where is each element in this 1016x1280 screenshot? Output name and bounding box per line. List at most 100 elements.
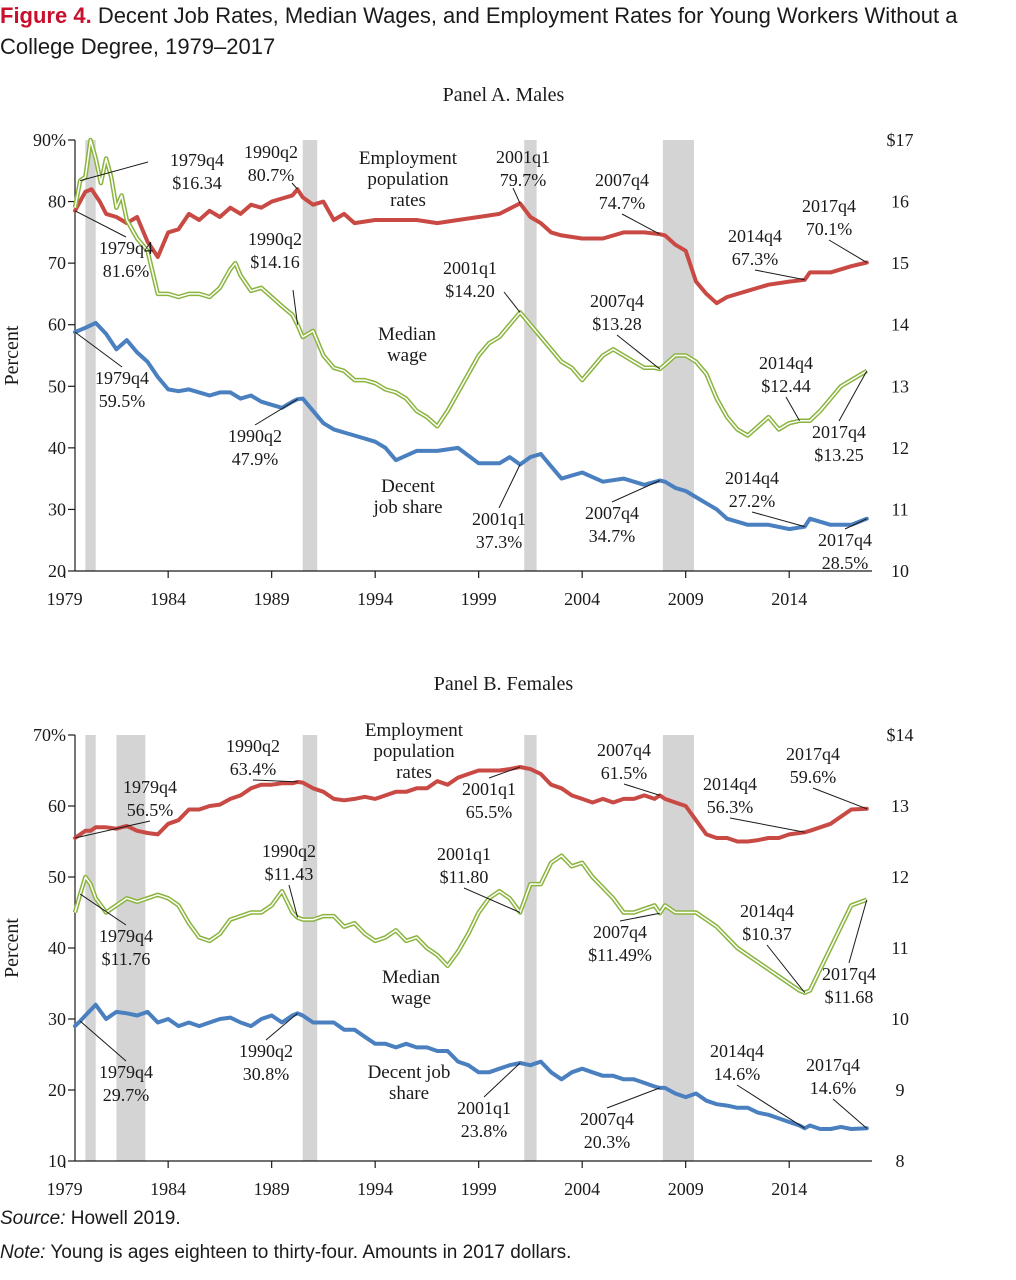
annotation-leader xyxy=(812,787,868,810)
annotation-label: 1990q2 xyxy=(244,142,298,162)
recession-band xyxy=(116,735,146,1161)
y-tick-label: 40 xyxy=(48,938,66,958)
annotation-label: 2001q1 xyxy=(457,1098,511,1118)
x-tick-label: 1989 xyxy=(254,1179,290,1199)
series-line-decent-job-share xyxy=(73,1002,869,1131)
annotation-label: 2001q1 xyxy=(437,844,491,864)
annotation-leader xyxy=(254,398,298,426)
x-tick-label: 1989 xyxy=(254,589,290,609)
y-tick-label: 10 xyxy=(48,1151,66,1171)
annotation-label: 2007q4 xyxy=(590,291,644,311)
annotation-value: 56.5% xyxy=(127,800,174,820)
annotation-leader xyxy=(512,187,521,204)
x-tick-label: 2014 xyxy=(771,589,807,609)
y2-tick-label: $17 xyxy=(887,130,914,150)
x-tick-label: 1994 xyxy=(357,589,393,609)
y-tick-label: 60 xyxy=(48,315,66,335)
annotation-value: 28.5% xyxy=(822,553,869,573)
series-label-decent: job share xyxy=(372,497,442,518)
annotation-label: 2007q4 xyxy=(593,922,647,942)
annotation-value: 74.7% xyxy=(599,193,646,213)
annotation-value: $11.43 xyxy=(265,864,314,884)
series-label-employment: Employment xyxy=(365,720,464,741)
annotation-value: $16.34 xyxy=(172,173,222,193)
annotation-leader xyxy=(616,334,661,370)
annotation-leader xyxy=(619,912,660,922)
annotation-label: 2014q4 xyxy=(725,468,779,488)
annotation-leader xyxy=(766,944,806,994)
y-tick-label: 20 xyxy=(48,1080,66,1100)
annotation-value: $13.25 xyxy=(814,445,864,465)
annotation-value: 81.6% xyxy=(103,261,150,281)
annotation-label: 1990q2 xyxy=(228,426,282,446)
annotation-value: 61.5% xyxy=(601,763,648,783)
y-axis-label: Percent xyxy=(1,325,23,385)
y2-tick-label: 10 xyxy=(891,1009,909,1029)
annotation-leader xyxy=(838,370,868,422)
series-line-decent-job-share xyxy=(73,320,869,532)
annotation-leader xyxy=(623,783,660,796)
annotation-label: 2007q4 xyxy=(595,170,649,190)
annotation-leader xyxy=(463,887,521,913)
note-label: Note: xyxy=(0,1242,46,1263)
source-text: Howell 2019. xyxy=(70,1208,181,1229)
annotation-leader xyxy=(488,766,521,779)
y-axis-label: Percent xyxy=(1,918,23,978)
annotation-label: 1979q4 xyxy=(123,777,177,797)
x-tick-label: 2014 xyxy=(771,1179,807,1199)
annotation-value: 80.7% xyxy=(248,165,295,185)
y2-tick-label: 12 xyxy=(891,867,909,887)
panel-females: Panel B. Females 10 20 30 40 50 60 70% 8 9 10 11 12 1… xyxy=(1,673,914,1199)
recession-band xyxy=(524,140,537,571)
annotation-label: 1990q2 xyxy=(239,1041,293,1061)
annotation-leader xyxy=(785,396,800,422)
y-tick-label: 50 xyxy=(48,376,66,396)
y-tick-label: 90% xyxy=(33,130,66,150)
x-tick-label: 1979 xyxy=(47,1179,83,1199)
y2-tick-label: 13 xyxy=(891,796,909,816)
series-label-employment: rates xyxy=(390,190,426,211)
annotation-label: 2014q4 xyxy=(740,901,794,921)
recession-band xyxy=(85,140,96,571)
annotation-leader xyxy=(751,511,805,528)
annotation-leader xyxy=(498,464,521,509)
annotation-label: 2017q4 xyxy=(822,964,876,984)
annotation-label: 2017q4 xyxy=(786,744,840,764)
recession-band xyxy=(302,735,318,1161)
series-label-wage: wage xyxy=(387,345,427,366)
annotation-label: 2001q1 xyxy=(472,509,526,529)
series-line-median-wage-inner xyxy=(74,139,868,437)
recession-band xyxy=(302,140,318,571)
x-tick-label: 1999 xyxy=(461,1179,497,1199)
annotation-value: 79.7% xyxy=(500,170,547,190)
note-line: Note: Young is ages eighteen to thirty-f… xyxy=(0,1242,1000,1264)
annotation-leader xyxy=(736,1084,805,1129)
series-label-wage: wage xyxy=(391,988,431,1009)
annotation-label: 2007q4 xyxy=(597,740,651,760)
annotation-leader xyxy=(611,480,661,503)
annotation-value: 20.3% xyxy=(584,1132,631,1152)
annotation-value: $11.68 xyxy=(825,987,874,1007)
annotation-label: 1979q4 xyxy=(99,238,153,258)
annotation-leader xyxy=(606,1087,660,1109)
series-label-decent: Decent xyxy=(381,476,436,497)
x-tick-label: 1984 xyxy=(150,1179,186,1199)
y2-tick-label: 12 xyxy=(891,438,909,458)
y2-tick-label: 8 xyxy=(896,1151,905,1171)
note-text: Young is ages eighteen to thirty-four. A… xyxy=(50,1242,572,1263)
annotation-label: 2017q4 xyxy=(818,530,872,550)
annotation-value: 59.6% xyxy=(790,767,837,787)
annotation-value: $12.44 xyxy=(761,376,811,396)
y2-tick-label: $14 xyxy=(887,725,914,745)
annotation-value: $11.49% xyxy=(588,945,652,965)
figure-title-text: Decent Job Rates, Median Wages, and Empl… xyxy=(0,3,958,59)
annotation-leader xyxy=(79,893,127,926)
annotation-label: 1979q4 xyxy=(95,368,149,388)
annotation-label: 1979q4 xyxy=(99,926,153,946)
y-tick-label: 40 xyxy=(48,438,66,458)
annotation-value: 14.6% xyxy=(714,1064,761,1084)
annotation-value: $11.80 xyxy=(440,867,489,887)
figure-title: Figure 4. Decent Job Rates, Median Wages… xyxy=(0,0,1016,62)
annotation-label: 2014q4 xyxy=(728,226,782,246)
y-tick-label: 80 xyxy=(48,192,66,212)
